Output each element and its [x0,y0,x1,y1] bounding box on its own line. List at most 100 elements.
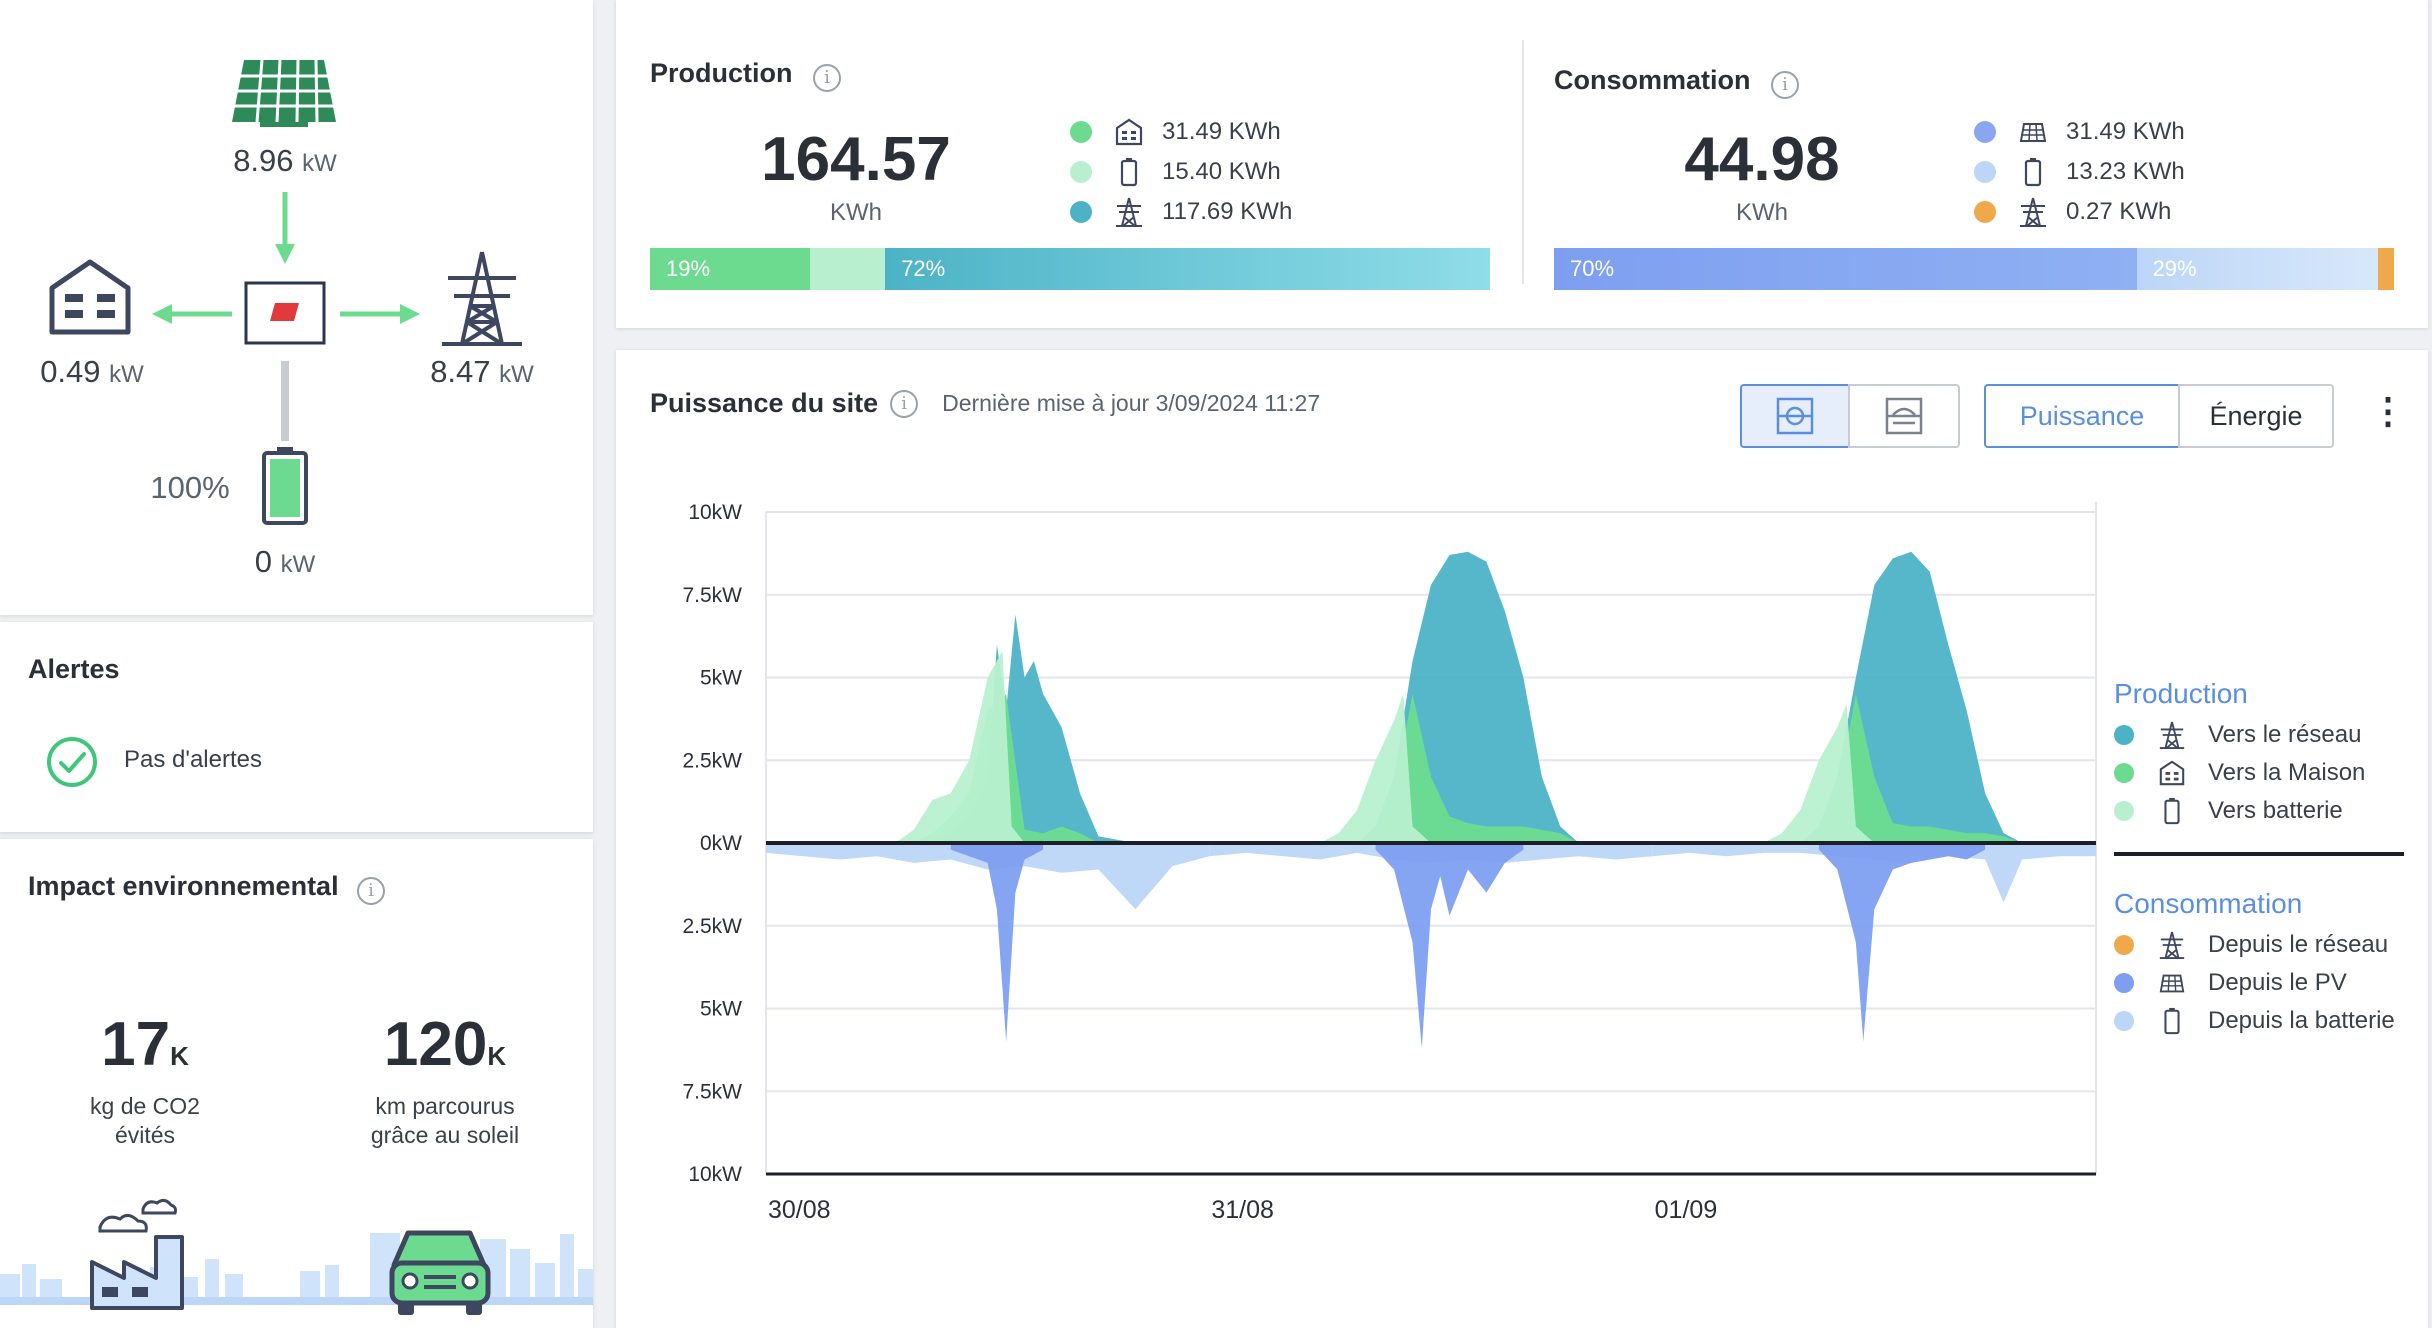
legend-dot [1974,201,1996,223]
legend-value: 0.27 KWh [2066,198,2172,225]
co2-caption: kg de CO2 évités [90,1093,200,1148]
environment-header: Impact environnemental i [28,871,386,905]
house-icon [1115,118,1143,146]
consumption-bar-segment: 70% [1554,248,2137,290]
skyline-illustration [0,1198,593,1315]
consumption-from-pv: 31.49 KWh [1974,114,2185,150]
pylon-icon [1116,197,1142,227]
info-icon[interactable]: i [1770,70,1799,99]
consumption-bar: 70% 29% [1554,248,2394,290]
arrow-right-icon [340,304,420,324]
house-icon [2159,760,2185,786]
legend-value: 117.69 KWh [1162,198,1293,225]
info-icon[interactable]: i [357,876,386,905]
production-to-grid: 117.69 KWh [1070,194,1292,230]
energy-view-icon [1885,397,1923,435]
series-area-vers-le-r-seau [913,614,1136,843]
legend-value: 31.49 KWh [2066,118,2185,145]
production-unit: KWh [829,199,882,226]
battery-icon [2164,797,2180,825]
summary-panel: Production i 164.57 KWh 31.49 KWh 15.40 … [616,0,2428,328]
legend-value: 13.23 KWh [2066,158,2185,185]
consumption-total: 44.98 [1684,125,1840,194]
alerts-panel: Alertes Pas d'alertes [0,622,593,832]
x-tick-label: 31/08 [1211,1196,1274,1224]
y-tick-label: 5kW [700,998,742,1021]
energy-flow-panel: 8.96 kW 0.49 kW [0,0,593,615]
pylon-icon [2020,197,2046,227]
legend-value: 31.49 KWh [1162,118,1281,145]
consumption-bar-segment [2378,248,2394,290]
power-toggle-button[interactable]: Puissance [1984,384,2180,448]
view-power-icon-button[interactable] [1740,384,1850,448]
battery-icon [262,447,308,525]
inverter-icon[interactable] [244,281,326,345]
legend-item-to-grid[interactable]: Vers le réseau [2114,716,2404,754]
solar-power-value: 8.96 kW [233,143,337,178]
series-area-depuis-la-batterie [766,843,1210,910]
production-bar-segment [809,248,886,290]
car-icon [389,1230,491,1315]
house-icon [49,259,131,335]
solar-panel-icon [2159,974,2185,993]
production-total: 164.57 [761,125,951,194]
production-title: Production [650,58,793,88]
legend-item-to-battery[interactable]: Vers batterie [2114,792,2404,830]
legend-dot [1070,161,1092,183]
legend-dot [1974,161,1996,183]
consumption-from-battery: 13.23 KWh [1974,154,2185,190]
series-area-vers-batterie [1763,703,1875,843]
view-energy-icon-button[interactable] [1848,384,1960,448]
info-icon[interactable]: i [812,63,841,92]
legend-group-title: Production [2114,678,2248,709]
battery-icon [2164,1007,2180,1035]
consumption-bar-segment: 29% [2136,248,2378,290]
more-options-icon[interactable]: ⋮ [2370,390,2406,431]
co2-value: 17K [101,1010,189,1079]
legend-item-from-pv[interactable]: Depuis le PV [2114,964,2404,1002]
y-tick-label: 2.5kW [682,915,742,938]
legend-dot [1974,121,1996,143]
solar-panel-icon [232,59,336,127]
power-view-icon [1776,397,1814,435]
power-chart: 10kW 7.5kW 5kW 2.5kW 0kW 2.5kW 5kW 7.5kW 10kW 30/… [682,501,2097,1224]
site-power-panel: Puissance du site i Dernière mise à jour… [616,350,2428,1328]
alerts-title: Alertes [28,654,120,684]
pylon-icon [442,251,522,346]
series-area-vers-la-maison [1800,694,2023,843]
series-area-depuis-le-pv [1375,843,1524,1049]
x-tick-label: 01/09 [1655,1196,1718,1224]
arrow-down-icon [275,192,295,264]
grid-power-value: 8.47 kW [430,354,534,389]
house-power-value: 0.49 kW [40,354,144,389]
series-area-vers-la-maison [1357,694,1579,843]
series-area-depuis-le-pv [950,843,1044,1042]
legend-dot [1070,121,1092,143]
production-bar-segment: 72% [885,248,1490,290]
pylon-icon [2159,931,2185,959]
production-header: Production i [650,58,841,92]
alerts-status: Pas d'alertes [124,746,262,773]
series-area-depuis-la-batterie [1652,843,2096,903]
consumption-unit: KWh [1735,199,1788,226]
legend-item-from-battery[interactable]: Depuis la batterie [2114,1002,2404,1040]
battery-icon [1120,158,1138,187]
battery-connector [281,361,289,441]
series-area-depuis-le-pv [1818,843,1986,1042]
arrow-left-icon [152,304,232,324]
factory-icon [90,1198,184,1310]
production-to-house: 31.49 KWh [1070,114,1281,150]
y-tick-label: 7.5kW [682,1080,742,1103]
legend-item-from-grid[interactable]: Depuis le réseau [2114,926,2404,964]
x-tick-label: 30/08 [768,1196,831,1224]
info-icon[interactable]: i [890,389,919,418]
environment-panel: Impact environnemental i 17K kg de CO2 év… [0,839,593,1328]
consumption-from-grid: 0.27 KWh [1974,194,2171,230]
legend-group-title: Consommation [2114,888,2303,919]
legend-item-to-house[interactable]: Vers la Maison [2114,754,2404,792]
site-power-title: Puissance du site [650,388,879,418]
solar-panel-icon [2019,123,2047,142]
battery-power-value: 0 kW [254,544,316,579]
energy-toggle-button[interactable]: Énergie [2178,384,2334,448]
chart-legend: Production Vers le réseau Vers la Maison… [2114,678,2404,1040]
